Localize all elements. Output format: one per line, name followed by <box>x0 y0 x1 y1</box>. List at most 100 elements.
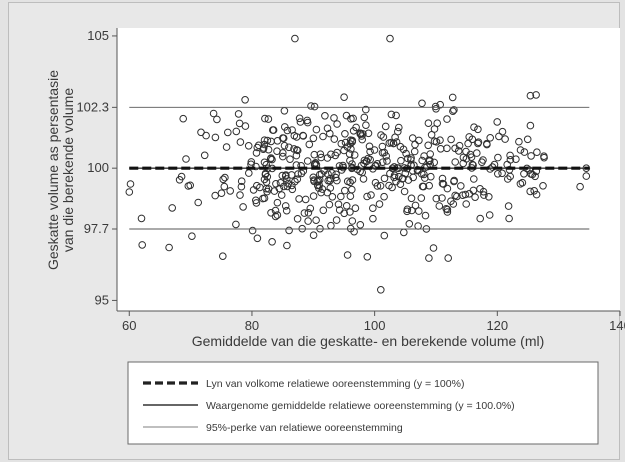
data-point <box>418 99 426 108</box>
data-point <box>532 190 541 199</box>
data-point <box>348 217 357 225</box>
data-point <box>276 179 285 187</box>
data-point <box>319 132 327 141</box>
data-point <box>347 115 355 123</box>
data-point <box>323 154 332 162</box>
data-point <box>279 152 287 161</box>
data-point <box>334 200 343 209</box>
data-point <box>454 147 463 155</box>
data-point <box>293 215 302 223</box>
data-point <box>312 125 321 134</box>
data-point <box>430 137 439 145</box>
data-point <box>443 184 452 193</box>
data-point <box>219 175 227 184</box>
data-point <box>292 151 301 160</box>
x-axis-title: Gemiddelde van die geskatte- en berekend… <box>192 333 545 349</box>
data-point <box>213 115 221 124</box>
data-point <box>498 127 507 136</box>
data-point <box>476 214 485 223</box>
data-point <box>317 170 326 178</box>
data-point <box>432 105 440 113</box>
data-point <box>241 122 250 130</box>
data-point <box>328 193 337 201</box>
data-point <box>291 34 299 43</box>
data-point <box>261 114 269 123</box>
data-point <box>464 139 472 148</box>
data-point <box>286 155 294 163</box>
data-point <box>282 171 290 179</box>
data-point <box>576 182 584 191</box>
data-point <box>378 142 387 151</box>
data-point <box>279 134 288 142</box>
data-point <box>197 128 205 137</box>
data-point <box>237 177 246 185</box>
data-point <box>516 180 525 188</box>
data-point <box>371 162 380 170</box>
data-point <box>429 244 438 252</box>
data-point <box>219 252 227 261</box>
data-point <box>293 175 302 183</box>
x-tick-label: 140 <box>609 318 625 333</box>
data-point <box>321 112 329 120</box>
data-point <box>402 149 410 158</box>
data-point <box>232 220 240 229</box>
data-point <box>303 157 312 165</box>
data-point <box>516 146 525 154</box>
data-point <box>253 234 262 243</box>
data-point <box>379 133 388 141</box>
data-point <box>506 156 515 164</box>
data-point <box>444 254 453 262</box>
x-axis: 60 80 100 120 140 <box>117 310 625 333</box>
data-point <box>380 231 389 240</box>
data-point <box>310 102 319 111</box>
data-point <box>455 141 464 150</box>
data-point <box>341 186 349 195</box>
data-point <box>504 202 513 210</box>
data-point <box>420 170 428 179</box>
data-point <box>494 170 502 178</box>
data-point <box>448 93 457 102</box>
data-point <box>381 122 390 131</box>
data-point <box>317 188 325 197</box>
data-point <box>343 251 352 259</box>
data-point <box>387 110 396 119</box>
data-point <box>494 153 502 162</box>
data-point <box>342 202 351 210</box>
data-point <box>343 177 352 186</box>
data-point <box>392 111 400 120</box>
data-point <box>260 136 269 144</box>
data-point <box>386 34 394 43</box>
data-point <box>293 146 302 155</box>
data-point <box>533 148 541 156</box>
data-point <box>451 191 460 200</box>
data-point <box>418 156 427 165</box>
data-point <box>275 184 284 193</box>
data-point <box>280 141 289 150</box>
data-point <box>273 198 282 207</box>
data-point <box>262 178 271 186</box>
data-point <box>304 209 313 217</box>
data-point <box>247 158 256 166</box>
data-point <box>266 155 275 163</box>
data-point <box>527 152 535 160</box>
data-point <box>268 238 276 246</box>
data-point <box>184 182 193 190</box>
data-point <box>252 162 260 171</box>
data-point <box>273 211 282 219</box>
data-point <box>331 173 340 182</box>
data-point <box>493 118 502 126</box>
data-point <box>443 144 451 153</box>
y-tick-label: 102.3 <box>76 99 109 114</box>
data-point <box>309 231 318 239</box>
data-point <box>248 226 257 235</box>
data-point <box>359 175 368 183</box>
data-point <box>179 114 187 123</box>
data-point <box>299 131 307 140</box>
data-point <box>264 115 273 123</box>
data-point <box>415 207 423 215</box>
data-point <box>369 204 377 212</box>
data-point <box>436 136 444 144</box>
data-point <box>137 214 146 223</box>
reference-lines <box>129 106 590 230</box>
data-point <box>300 209 309 217</box>
